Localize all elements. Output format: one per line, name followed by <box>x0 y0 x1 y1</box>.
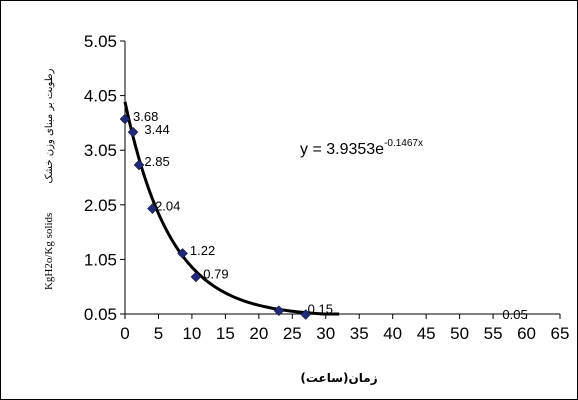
data-point <box>190 271 202 283</box>
data-labels: 3.683.44 2.85 2.04 1.22 0.79 0.15 0.05 <box>133 109 528 322</box>
y-tick-label: 0.05 <box>84 305 117 324</box>
data-point <box>273 305 285 317</box>
x-tick-label: 15 <box>216 324 235 343</box>
x-tick-label: 30 <box>316 324 335 343</box>
x-tick-label: 55 <box>484 324 503 343</box>
y-axis-label-latin: KgH2o/Kg solids <box>43 213 55 290</box>
x-tick-label: 25 <box>283 324 302 343</box>
y-axis-label: KgH2o/Kg solids رطوبت بر مبنای وزن خشک <box>43 68 55 290</box>
y-tick-label: 2.05 <box>84 196 117 215</box>
data-points <box>119 113 312 320</box>
x-tick-label: 50 <box>450 324 469 343</box>
data-label: 0.79 <box>203 267 228 282</box>
data-label: 0.05 <box>502 307 527 322</box>
x-tick-label: 60 <box>517 324 536 343</box>
axes <box>124 41 560 315</box>
data-label: 2.04 <box>155 198 180 213</box>
y-axis-ticks: 0.05 1.05 2.05 3.05 4.05 5.05 <box>84 32 125 324</box>
data-label: 3.44 <box>144 122 169 137</box>
y-tick-label: 3.05 <box>84 141 117 160</box>
data-point <box>300 309 312 320</box>
x-axis-ticks: 0 5 10 15 20 25 30 35 40 45 50 55 60 65 <box>120 314 569 343</box>
x-tick-label: 65 <box>551 324 570 343</box>
trendline-equation: y = 3.9353e-0.1467x <box>300 138 423 158</box>
data-label: 2.85 <box>144 154 169 169</box>
data-point <box>147 203 158 214</box>
x-tick-label: 5 <box>154 324 163 343</box>
x-tick-label: 35 <box>350 324 369 343</box>
y-tick-label: 4.05 <box>84 87 117 106</box>
data-label: 3.68 <box>133 109 158 124</box>
x-tick-label: 40 <box>383 324 402 343</box>
x-tick-label: 20 <box>249 324 268 343</box>
y-tick-label: 5.05 <box>84 32 117 51</box>
x-tick-label: 10 <box>182 324 201 343</box>
y-tick-label: 1.05 <box>84 250 117 269</box>
x-axis-label: زمان(ساعت) <box>300 371 377 385</box>
x-tick-label: 45 <box>417 324 436 343</box>
data-point <box>127 126 139 138</box>
data-label: 0.15 <box>308 302 333 317</box>
data-point <box>177 248 188 259</box>
svg-text:KgH2o/Kg solids رطوبت بر: KgH2o/Kg solids رطوبت بر مبنای وزن خشک <box>43 68 55 290</box>
data-point <box>119 113 131 125</box>
y-axis-label-persian: رطوبت بر مبنای وزن خشک <box>44 68 55 183</box>
data-point <box>133 159 145 171</box>
data-label: 1.22 <box>190 243 215 258</box>
x-tick-label: 0 <box>120 324 129 343</box>
